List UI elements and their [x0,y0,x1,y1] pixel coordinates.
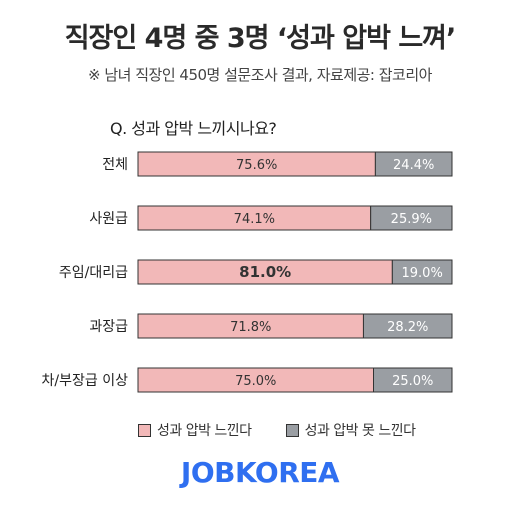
legend-label-not-feel: 성과 압박 못 느낀다 [304,423,416,439]
page-subtitle: ※ 남녀 직장인 450명 설문조사 결과, 자료제공: 잡코리아 [88,66,432,84]
legend-swatch-not-feel [285,423,299,437]
bar-feel [137,205,372,231]
data-label: 74.1% [234,212,275,227]
bar-feel [137,313,364,339]
category-label: 과장급 [89,319,128,335]
data-label: 19.0% [402,266,443,281]
legend-swatch-feel [138,423,151,437]
bar-feel [137,367,374,393]
data-label: 81.0% [239,263,291,281]
data-label: 28.2% [387,320,428,335]
data-label: 75.6% [236,158,277,173]
bar-not-feel [362,313,453,339]
data-label: 25.9% [391,212,432,227]
category-label: 주임/대리급 [59,265,128,281]
bar-not-feel [373,367,453,393]
chart-legend: 성과 압박 느낀다 성과 압박 못 느낀다 [138,420,449,440]
data-label: 24.4% [393,158,434,173]
category-label: 전체 [102,157,128,173]
data-label: 71.8% [230,320,271,335]
bar-not-feel [370,205,453,231]
data-label: 25.0% [392,374,433,389]
brand-logo: JOBKOREA [180,456,340,489]
category-label: 차/부장급 이상 [42,373,129,389]
legend-item-not-feel: 성과 압박 못 느낀다 [285,420,416,440]
bar-feel [137,151,376,177]
page-title: 직장인 4명 중 3명 ‘성과 압박 느껴’ [64,23,457,54]
data-label: 75.0% [235,374,276,389]
legend-item-feel: 성과 압박 느낀다 [138,420,252,440]
bar-not-feel [374,151,453,177]
legend-label-feel: 성과 압박 느낀다 [157,423,252,439]
bar-not-feel [391,259,453,285]
category-label: 사원급 [89,211,128,227]
survey-question: Q. 성과 압박 느끼시나요? [110,119,277,138]
